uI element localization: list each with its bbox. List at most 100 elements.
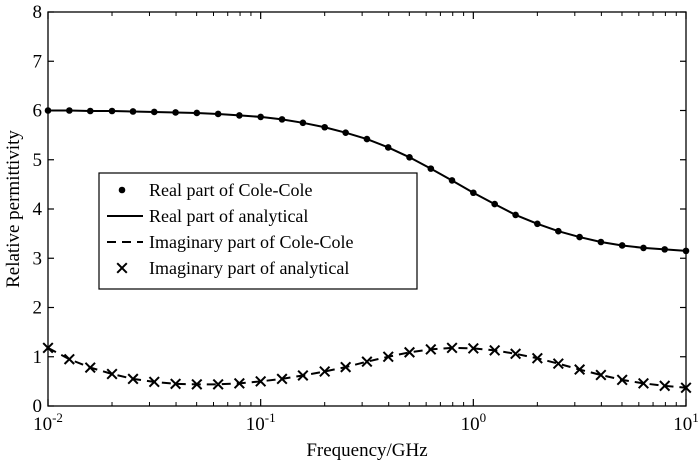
data-point-real-cole-cole [427,165,435,172]
data-point-real-cole-cole [512,211,519,219]
data-point-imaginary-analytical [574,364,586,376]
data-point-real-cole-cole [576,233,583,241]
data-point-real-cole-cole [406,153,413,161]
data-point-imaginary-analytical [531,352,543,364]
x-marker-stroke [361,356,373,368]
data-point-real-cole-cole [86,107,94,115]
x-marker-stroke [212,378,224,390]
legend-entry-label: Real part of analytical [149,206,308,226]
data-point-real-cole-cole [448,177,456,184]
x-marker-stroke [170,378,182,390]
data-point-imaginary-analytical [361,356,373,368]
data-point-imaginary-analytical [637,377,649,389]
data-point-real-cole-cole [321,123,328,131]
data-point-imaginary-analytical [127,373,139,385]
x-marker-stroke [84,362,96,374]
x-tick-label: 10-1 [246,410,276,435]
x-marker-stroke [403,346,416,358]
data-point-real-cole-cole [534,220,541,228]
data-point-real-cole-cole [555,227,562,235]
x-marker-stroke [127,373,139,385]
data-point-imaginary-analytical [84,362,96,374]
x-tick-label: 100 [461,410,487,435]
y-tick-label: 7 [33,51,43,72]
data-point-imaginary-analytical [489,344,501,356]
x-marker-stroke [191,378,203,390]
data-point-real-cole-cole [129,108,137,115]
data-point-imaginary-analytical [403,346,416,358]
data-point-imaginary-analytical [616,374,628,386]
y-tick-label: 0 [33,396,43,417]
data-point-real-cole-cole [236,112,243,119]
data-point-imaginary-analytical [255,375,267,387]
x-marker-stroke [63,353,75,365]
data-point-real-cole-cole [384,144,392,151]
data-point-imaginary-analytical [659,380,671,392]
y-tick-label: 2 [33,298,43,319]
x-marker-stroke [148,376,160,388]
data-point-real-cole-cole [278,116,286,123]
data-point-imaginary-analytical [297,369,309,381]
data-point-real-cole-cole [214,110,222,118]
data-point-imaginary-analytical [510,348,522,360]
legend-entry-label: Imaginary part of Cole-Cole [149,232,353,252]
x-marker-stroke [574,364,586,376]
x-tick-exponent: -1 [265,410,276,425]
data-point-imaginary-analytical [63,353,75,365]
x-marker-stroke [552,358,564,370]
data-point-real-cole-cole [66,107,73,114]
x-marker-stroke [425,343,437,355]
x-marker-stroke [319,366,331,378]
data-point-real-cole-cole [150,108,158,116]
legend: Real part of Cole-Cole Real part of analy… [98,172,418,290]
x-marker-stroke [616,374,628,386]
x-marker-stroke [467,342,479,354]
series-line-imaginary-cole-cole [47,346,687,389]
x-tick-exponent: 1 [692,410,699,425]
x-marker-stroke [595,369,607,381]
x-marker-stroke [531,352,543,364]
data-point-real-cole-cole [640,244,647,252]
x-marker-stroke [382,351,394,363]
x-axis-label: Frequency/GHz [306,440,427,461]
y-axis-label: Relative permittivity [3,130,24,288]
x-marker-stroke [297,369,309,381]
legend-symbol-dot [118,186,126,194]
data-point-imaginary-analytical [148,376,160,388]
x-tick-base: 10 [673,414,692,435]
x-tick-exponent: 0 [480,410,487,425]
data-point-imaginary-analytical [446,342,458,354]
x-marker-stroke [276,373,288,385]
data-point-imaginary-analytical [212,378,224,390]
x-tick-exponent: -2 [52,410,63,425]
data-point-real-cole-cole [597,238,605,246]
data-point-imaginary-analytical [106,368,118,380]
data-point-imaginary-analytical [319,366,331,378]
x-marker-stroke [659,380,671,392]
data-point-real-cole-cole [661,246,668,253]
data-point-real-cole-cole [470,189,477,197]
data-point-real-cole-cole [363,135,371,143]
y-tick-label: 8 [33,2,43,23]
data-point-real-cole-cole [342,129,349,136]
series-layer [42,107,692,394]
y-tick-label: 6 [33,101,43,122]
x-tick-base: 10 [246,414,265,435]
data-point-imaginary-analytical [170,378,182,390]
x-marker-stroke [510,348,522,360]
data-point-real-cole-cole [618,242,626,249]
x-tick-base: 10 [461,414,480,435]
x-marker-stroke [340,361,352,373]
y-tick-label: 5 [33,150,43,171]
x-marker-stroke [106,368,118,380]
data-point-imaginary-analytical [340,361,352,373]
data-point-imaginary-analytical [276,373,288,385]
data-point-imaginary-analytical [382,351,394,363]
data-point-imaginary-analytical [425,343,437,355]
x-marker-stroke [489,344,501,356]
x-tick-label: 101 [673,410,699,435]
x-marker-stroke [637,377,649,389]
x-tick-base: 10 [33,414,52,435]
